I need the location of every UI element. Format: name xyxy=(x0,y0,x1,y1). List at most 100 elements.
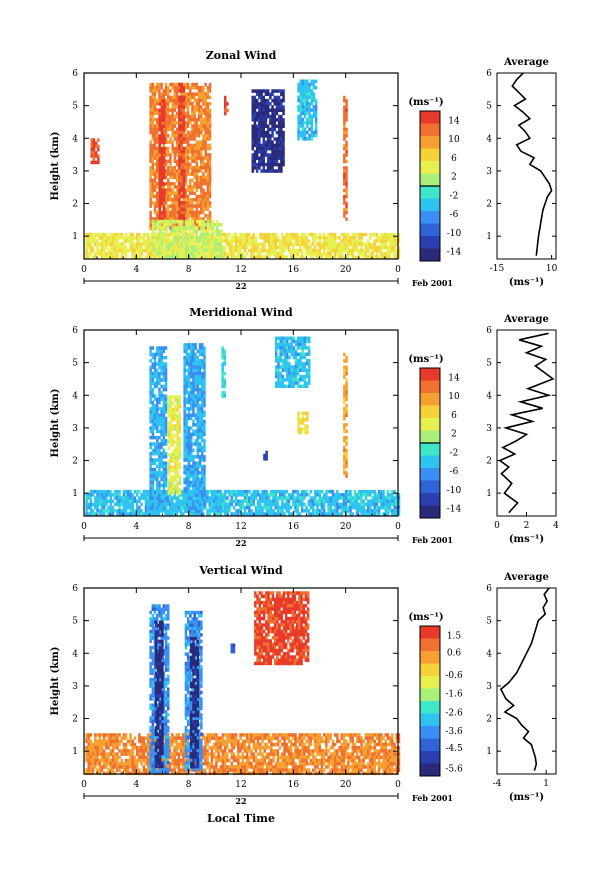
heatmap-cell xyxy=(190,432,193,437)
heatmap-cell xyxy=(180,86,183,90)
heatmap-cell xyxy=(206,178,210,183)
heatmap-cell xyxy=(182,169,186,173)
heatmap-cell xyxy=(180,153,183,157)
heatmap-cell xyxy=(187,391,191,395)
heatmap-cell xyxy=(192,442,195,446)
heatmap-cell xyxy=(165,245,168,249)
heatmap-cell xyxy=(202,156,205,160)
heatmap-cell xyxy=(384,236,387,240)
heatmap-cell xyxy=(149,371,152,376)
heatmap-cell xyxy=(91,255,95,259)
heatmap-cell xyxy=(285,509,288,513)
heatmap-cell xyxy=(264,140,268,144)
heatmap-cell xyxy=(98,493,101,497)
heatmap-cell xyxy=(138,496,141,500)
heatmap-cell xyxy=(292,252,295,256)
heatmap-cell xyxy=(164,477,168,481)
heatmap-cell xyxy=(151,493,154,497)
heatmap-cell xyxy=(331,499,335,503)
heatmap-cell xyxy=(351,236,354,240)
heatmap-cell xyxy=(278,505,282,510)
heatmap-cell xyxy=(316,248,319,253)
heatmap-cell xyxy=(190,391,193,395)
heatmap-cell xyxy=(386,248,390,253)
heatmap-cell xyxy=(308,95,311,99)
heatmap-cell xyxy=(369,252,372,256)
heatmap-cell xyxy=(92,138,96,142)
heatmap-cell xyxy=(124,239,128,243)
heatmap-cell xyxy=(277,105,281,109)
heatmap-cell xyxy=(154,248,157,253)
heatmap-cell xyxy=(140,255,143,259)
heatmap-cell xyxy=(355,255,359,259)
heatmap-cell xyxy=(251,108,254,112)
heatmap-cell xyxy=(193,217,196,221)
heatmap-cell xyxy=(301,79,305,83)
heatmap-cell xyxy=(382,496,385,500)
heatmap-cell xyxy=(219,502,222,507)
heatmap-cell xyxy=(252,496,255,500)
heatmap-cell xyxy=(230,236,233,240)
heatmap-cell xyxy=(138,239,141,243)
heatmap-cell xyxy=(201,423,204,427)
heatmap-cell xyxy=(243,489,247,494)
heatmap-cell xyxy=(192,410,195,414)
heatmap-cell xyxy=(275,146,279,151)
heatmap-cell xyxy=(201,407,204,411)
heatmap-cell xyxy=(173,121,177,125)
heatmap-cell xyxy=(187,410,191,414)
heatmap-cell xyxy=(193,214,196,218)
heatmap-cell xyxy=(107,493,110,497)
heatmap-cell xyxy=(342,236,346,240)
heatmap-cell xyxy=(198,419,202,424)
heatmap-cell xyxy=(183,400,186,405)
heatmap-cell xyxy=(375,236,379,240)
heatmap-cell xyxy=(333,493,337,497)
heatmap-cell xyxy=(243,512,247,516)
heatmap-cell xyxy=(203,490,206,494)
heatmap-cell xyxy=(303,79,307,83)
heatmap-cell xyxy=(160,217,164,221)
heatmap-cell xyxy=(85,236,88,240)
heatmap-cell xyxy=(124,255,128,259)
heatmap-cell xyxy=(260,153,263,157)
heatmap-cell xyxy=(164,387,168,392)
heatmap-cell xyxy=(156,480,159,485)
heatmap-cell xyxy=(234,236,238,240)
heatmap-cell xyxy=(179,493,183,497)
heatmap-cell xyxy=(160,134,164,138)
heatmap-cell xyxy=(258,95,261,100)
heatmap-cell xyxy=(163,118,166,122)
heatmap-cell xyxy=(94,154,98,158)
heatmap-cell xyxy=(221,493,225,497)
heatmap-cell xyxy=(204,169,207,173)
heatmap-cell xyxy=(173,204,177,208)
heatmap-cell xyxy=(260,102,263,106)
heatmap-cell xyxy=(194,355,197,360)
heatmap-cell xyxy=(194,400,197,405)
heatmap-cell xyxy=(183,493,186,497)
heatmap-cell xyxy=(156,159,159,164)
heatmap-cell xyxy=(270,489,273,494)
heatmap-cell xyxy=(307,245,310,250)
heatmap-cell xyxy=(320,509,324,513)
heatmap-cell xyxy=(187,487,191,491)
heatmap-cell xyxy=(178,102,181,106)
heatmap-cell xyxy=(333,236,337,240)
heatmap-cell xyxy=(156,127,159,132)
heatmap-cell xyxy=(153,178,157,183)
panel-title: Meridional Wind xyxy=(189,306,293,319)
heatmap-cell xyxy=(200,95,203,100)
heatmap-cell xyxy=(190,509,194,513)
heatmap-cell xyxy=(169,162,172,167)
heatmap-cell xyxy=(171,242,175,246)
heatmap-cell xyxy=(397,505,401,510)
heatmap-cell xyxy=(162,403,166,408)
heatmap-cell xyxy=(162,477,166,481)
heatmap-cell xyxy=(162,410,166,414)
heatmap-cell xyxy=(256,245,260,250)
heatmap-cell xyxy=(299,79,302,83)
heatmap-cell xyxy=(151,512,154,516)
heatmap-cell xyxy=(194,423,197,427)
heatmap-cell xyxy=(296,502,299,507)
